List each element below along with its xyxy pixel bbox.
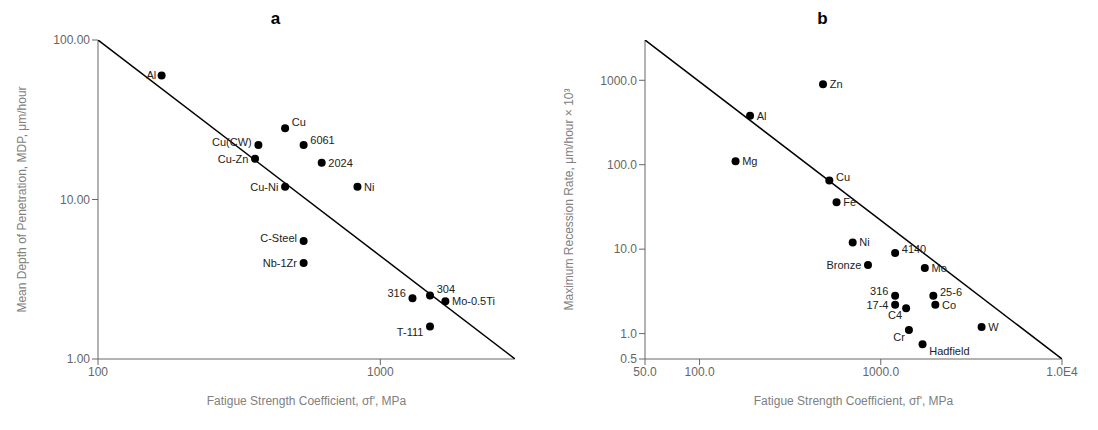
- svg-text:100.0: 100.0: [685, 365, 715, 379]
- svg-text:316: 316: [870, 285, 888, 297]
- svg-text:Cu: Cu: [836, 171, 850, 183]
- svg-text:1.00: 1.00: [67, 352, 91, 366]
- svg-text:100.00: 100.00: [53, 33, 90, 47]
- svg-text:C-Steel: C-Steel: [260, 232, 297, 244]
- svg-text:10.0: 10.0: [614, 242, 638, 256]
- svg-text:Mg: Mg: [742, 155, 757, 167]
- svg-text:Cu: Cu: [292, 116, 306, 128]
- svg-text:Fatigue Strength Coefficient,: Fatigue Strength Coefficient, σfʹ, MPa: [207, 394, 407, 408]
- svg-text:Maximum Recession Rate, μm/hou: Maximum Recession Rate, μm/hour × 10³: [562, 89, 576, 311]
- svg-text:Zn: Zn: [830, 78, 843, 90]
- svg-text:10.00: 10.00: [60, 193, 90, 207]
- svg-text:Co: Co: [942, 299, 956, 311]
- svg-text:50.0: 50.0: [633, 365, 657, 379]
- svg-text:Cr: Cr: [893, 331, 905, 343]
- svg-text:Ni: Ni: [364, 181, 374, 193]
- svg-text:316: 316: [387, 287, 405, 299]
- svg-text:Bronze: Bronze: [826, 259, 861, 271]
- svg-text:Al: Al: [757, 110, 767, 122]
- svg-text:Cu(CW): Cu(CW): [212, 136, 252, 148]
- svg-text:100: 100: [88, 365, 108, 379]
- svg-text:17-4: 17-4: [866, 299, 888, 311]
- svg-text:Mean Depth of Penetration, MDP: Mean Depth of Penetration, MDP, μm/hour: [15, 86, 29, 312]
- svg-text:Cu-Zn: Cu-Zn: [218, 153, 249, 165]
- svg-text:T-111: T-111: [397, 326, 424, 338]
- svg-text:W: W: [988, 321, 999, 333]
- svg-text:4140: 4140: [902, 243, 926, 255]
- svg-text:Fatigue Strength Coefficient,: Fatigue Strength Coefficient, σfʹ, MPa: [754, 394, 954, 408]
- svg-text:Ni: Ni: [859, 236, 869, 248]
- html-text:a: a: [270, 9, 281, 28]
- html-text:b: b: [817, 9, 828, 28]
- svg-text:Nb-1Zr: Nb-1Zr: [263, 257, 298, 269]
- svg-text:1.0E4: 1.0E4: [1046, 365, 1078, 379]
- svg-text:304: 304: [437, 283, 455, 295]
- svg-text:Fe: Fe: [843, 196, 856, 208]
- svg-text:Mo-0.5Ti: Mo-0.5Ti: [452, 295, 495, 307]
- svg-text:Hadfield: Hadfield: [929, 345, 969, 357]
- svg-text:0.5: 0.5: [620, 352, 637, 366]
- svg-text:25-6: 25-6: [940, 286, 962, 298]
- svg-text:1.0: 1.0: [620, 327, 637, 341]
- svg-text:1000: 1000: [367, 365, 394, 379]
- svg-text:1000.0: 1000.0: [862, 365, 899, 379]
- svg-text:Mo: Mo: [931, 262, 946, 274]
- svg-text:2024: 2024: [328, 157, 352, 169]
- svg-text:Cu-Ni: Cu-Ni: [250, 181, 278, 193]
- svg-text:100.0: 100.0: [607, 158, 637, 172]
- svg-text:1000.0: 1000.0: [600, 74, 637, 88]
- svg-text:C4: C4: [888, 309, 902, 321]
- svg-text:6061: 6061: [310, 134, 334, 146]
- svg-text:Al: Al: [147, 69, 157, 81]
